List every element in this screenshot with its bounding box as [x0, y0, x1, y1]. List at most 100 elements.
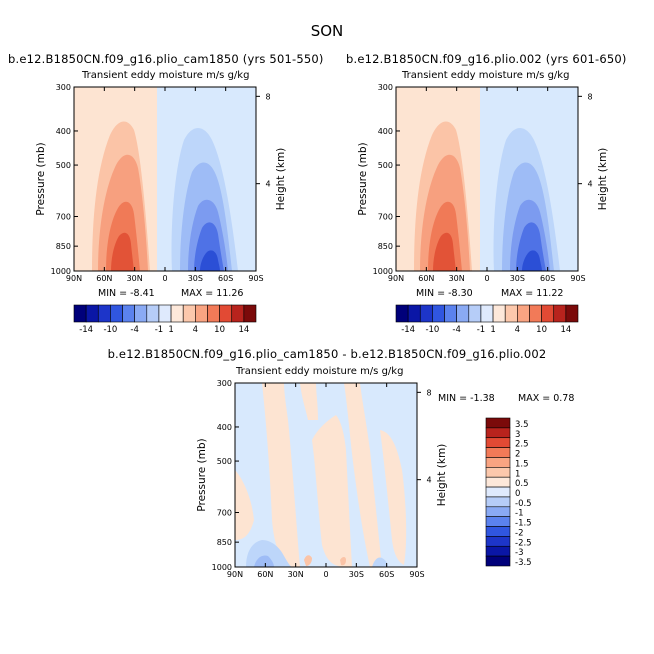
diff-colorbar-label: 2 [515, 450, 520, 460]
diff-colorbar-label: 1.5 [515, 459, 529, 469]
diff-colorbar-label: 0.5 [515, 479, 529, 489]
panel2-max: MAX = 11.22 [501, 288, 564, 299]
panel1-y-tick-label: 1000 [51, 267, 71, 276]
diff-colorbar-label: -0.5 [515, 499, 532, 509]
panel1-x-tick-label: 30S [188, 274, 203, 283]
panel1-colorbar-swatch [158, 304, 172, 323]
panel2-axes: 90N 60N 30N 0 30S 60S 90S 300 400 500 700 850 1000 8 4… [357, 83, 609, 283]
diff-axes: 90N 60N 30N 0 30S 60S 90S 300 400 500 700 850 1000 8 4… [196, 379, 448, 579]
panel1-case-title: b.e12.B1850CN.f09_g16.plio_cam1850 (yrs … [8, 52, 324, 66]
panel1-y-tick-label: 500 [56, 161, 71, 170]
panel1-y-tick-label: 850 [56, 242, 71, 251]
panel2-colorbar-swatch [432, 304, 445, 323]
diff-colorbar-label: 2.5 [515, 440, 529, 450]
panel1-x-tick-label: 0 [162, 274, 167, 283]
panel2-min: MIN = -8.30 [416, 288, 473, 299]
panel1-x-tick-label: 60N [96, 274, 112, 283]
panel1-colorbar-swatch [195, 304, 208, 323]
diff-colorbar-label: -2 [515, 528, 523, 538]
diff-colorbar-swatch [485, 516, 511, 527]
diff-colorbar-swatch [485, 486, 511, 498]
panel1-colorbar-swatch [85, 304, 99, 323]
panel1-colorbar-swatch [134, 304, 148, 323]
diff-y-right-tick-label: 8 [426, 388, 431, 397]
panel2-colorbar-swatch [468, 304, 482, 323]
panel2-y-right-tick-label: 4 [587, 180, 592, 189]
panel1-colorbar-swatch [243, 304, 257, 323]
diff-colorbar-label: 1 [515, 469, 520, 479]
diff-colorbar-swatch [485, 427, 511, 439]
panel2-x-tick-label: 30S [510, 274, 525, 283]
diff-colorbar-label: -1.5 [515, 519, 532, 529]
panel1-ylabel: Pressure (mb) [35, 142, 47, 215]
panel1-colorbar-label: -14 [79, 325, 93, 335]
panel2-y-tick-label: 400 [378, 127, 393, 136]
diff-colorbar-swatch [485, 506, 511, 517]
diff-colorbar-label: 3 [515, 430, 520, 440]
diff-x-tick-label: 60S [379, 570, 394, 579]
panel1-colorbar-swatch [219, 304, 233, 323]
diff-var-title: Transient eddy moisture m/s g/kg [236, 366, 404, 377]
diff-y-tick-label: 300 [217, 379, 232, 388]
panel2-x-tick-label: 90S [570, 274, 585, 283]
panel1-x-tick-label: 90S [248, 274, 263, 283]
diff-colorbar-label: 3.5 [515, 420, 529, 430]
diff-case-title: b.e12.B1850CN.f09_g16.plio_cam1850 - b.e… [107, 347, 547, 361]
panel1-colorbar-swatch [207, 304, 220, 323]
panel2-y-right-tick-label: 8 [587, 92, 592, 101]
diff-x-tick-label: 30S [349, 570, 364, 579]
diff-contours [235, 383, 417, 567]
panel1-y-tick-label: 700 [56, 212, 71, 221]
panel2-colorbar-label: -1 [477, 325, 485, 335]
panel1-colorbar-swatch [170, 304, 184, 323]
diff-colorbar-swatch [485, 496, 511, 508]
diff-colorbar-swatch [485, 476, 511, 488]
panel1-plot [73, 86, 257, 272]
diff-min: MIN = -1.38 [438, 393, 495, 404]
panel1-x-tick-label: 30N [127, 274, 143, 283]
diff-x-tick-label: 60N [257, 570, 273, 579]
panel1-y-tick-label: 300 [56, 83, 71, 92]
panel1-colorbar-swatch [182, 304, 196, 323]
diff-colorbar-swatch [485, 467, 511, 478]
panel2-var-title: Transient eddy moisture m/s g/kg [402, 70, 570, 81]
panel2-colorbar-swatch [492, 304, 506, 323]
panel2-colorbar-swatch [541, 304, 555, 323]
panel2-colorbar-swatch [529, 304, 542, 323]
diff-colorbar-label: 0 [515, 489, 520, 499]
panel2-colorbar-swatch [517, 304, 530, 323]
panel1-y-right-tick-label: 8 [265, 92, 270, 101]
diff-y-tick-label: 850 [217, 538, 232, 547]
diff-colorbar-swatch [485, 437, 511, 448]
panel2-x-tick-label: 0 [484, 274, 489, 283]
main-title: SON [310, 22, 344, 40]
panel2-x-tick-label: 90N [388, 274, 404, 283]
panel2-colorbar-label: 4 [515, 325, 520, 335]
diff-max: MAX = 0.78 [518, 393, 575, 404]
diff-y-tick-label: 1000 [212, 563, 232, 572]
diff-colorbar-swatch [485, 457, 511, 468]
panel2-ylabel: Pressure (mb) [357, 142, 369, 215]
diff-plot [234, 382, 418, 568]
panel1-y-right-tick-label: 4 [265, 180, 270, 189]
diff-x-tick-label: 0 [323, 570, 328, 579]
panel2-colorbar-swatch [456, 304, 470, 323]
panel1-max: MAX = 11.26 [181, 288, 244, 299]
panel2-plot [395, 86, 579, 272]
panel1-min: MIN = -8.41 [98, 288, 155, 299]
panel2-colorbar-swatch [407, 304, 421, 323]
panel2-colorbar-swatch [444, 304, 457, 323]
panel1-y-tick-label: 400 [56, 127, 71, 136]
panel2-x-tick-label: 60N [418, 274, 434, 283]
panel2-colorbar-label: -10 [425, 325, 439, 335]
diff-y-tick-label: 700 [217, 508, 232, 517]
panel1-colorbar-label: -1 [155, 325, 163, 335]
panel1-colorbar-label: 4 [193, 325, 198, 335]
diff-colorbar-swatch [485, 447, 511, 458]
diff-ylabel: Pressure (mb) [196, 438, 208, 511]
panel1-colorbar-label: 10 [214, 325, 225, 335]
panel1-var-title: Transient eddy moisture m/s g/kg [82, 70, 250, 81]
panel2-colorbar-swatch [480, 304, 494, 323]
diff-ylabel-right: Height (km) [436, 444, 448, 507]
